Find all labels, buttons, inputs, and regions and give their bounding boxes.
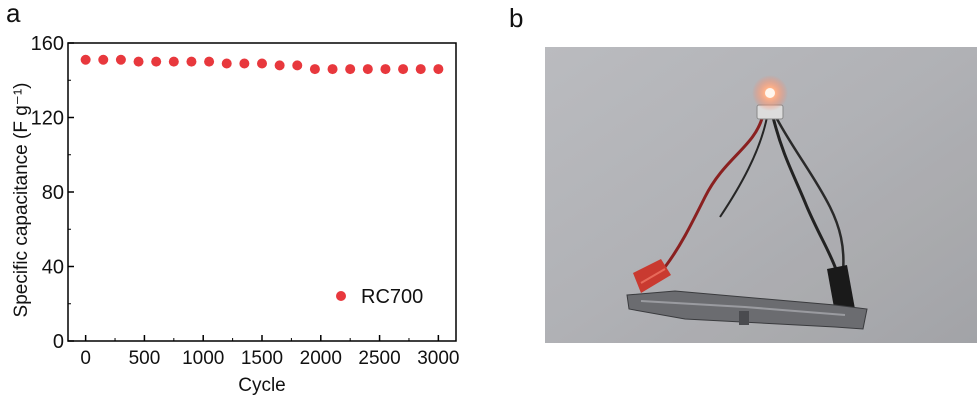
data-point: [151, 56, 162, 67]
data-point: [398, 64, 409, 75]
x-tick-label: 0: [80, 348, 91, 369]
panel-label-b: b: [509, 3, 524, 33]
data-point: [115, 54, 126, 65]
data-point: [239, 58, 250, 69]
electrode-strip: [626, 290, 868, 330]
data-point: [433, 64, 444, 75]
data-point: [186, 56, 197, 67]
y-axis-label: Specific capacitance (F g⁻¹): [11, 83, 32, 318]
chart-points: [80, 54, 444, 75]
x-tick-label: 3000: [417, 348, 459, 369]
data-point: [380, 64, 391, 75]
x-tick-label: 2000: [300, 348, 342, 369]
legend-marker: [336, 291, 346, 301]
data-point: [309, 64, 320, 75]
data-point: [415, 64, 426, 75]
y-tick-label: 40: [42, 257, 64, 279]
data-point: [204, 56, 215, 67]
led-circuit-photo: [545, 47, 977, 343]
data-point: [98, 54, 109, 65]
x-tick-label: 500: [129, 348, 161, 369]
data-point: [168, 56, 179, 67]
x-axis-label: Cycle: [238, 375, 286, 395]
red-wire: [663, 114, 765, 268]
x-tick-label: 1500: [241, 348, 283, 369]
y-tick-label: 80: [42, 182, 64, 204]
data-point: [221, 58, 232, 69]
y-tick-label: 160: [31, 33, 64, 55]
panel-label-a: a: [6, 0, 21, 28]
capacitance-chart: 0 500 1000 1500 2000 2500 3000 0 40 80 120 160 Cycle…: [11, 33, 460, 395]
data-point: [257, 58, 267, 69]
data-point: [327, 64, 338, 75]
chart-legend: RC700: [336, 286, 423, 308]
chart-axes: 0 500 1000 1500 2000 2500 3000 0 40 80 120 160 Cycle…: [11, 33, 460, 395]
legend-label: RC700: [361, 286, 423, 308]
x-tick-label: 1000: [182, 348, 224, 369]
data-point: [292, 60, 303, 71]
x-tick-label: 2500: [358, 348, 400, 369]
data-point: [133, 56, 144, 67]
black-wire: [771, 116, 839, 273]
data-point: [80, 54, 91, 65]
data-point: [274, 60, 285, 71]
data-point: [345, 64, 356, 75]
data-point: [362, 64, 373, 75]
y-tick-label: 120: [31, 108, 64, 130]
y-tick-label: 0: [53, 331, 64, 353]
black-clip: [827, 265, 855, 313]
